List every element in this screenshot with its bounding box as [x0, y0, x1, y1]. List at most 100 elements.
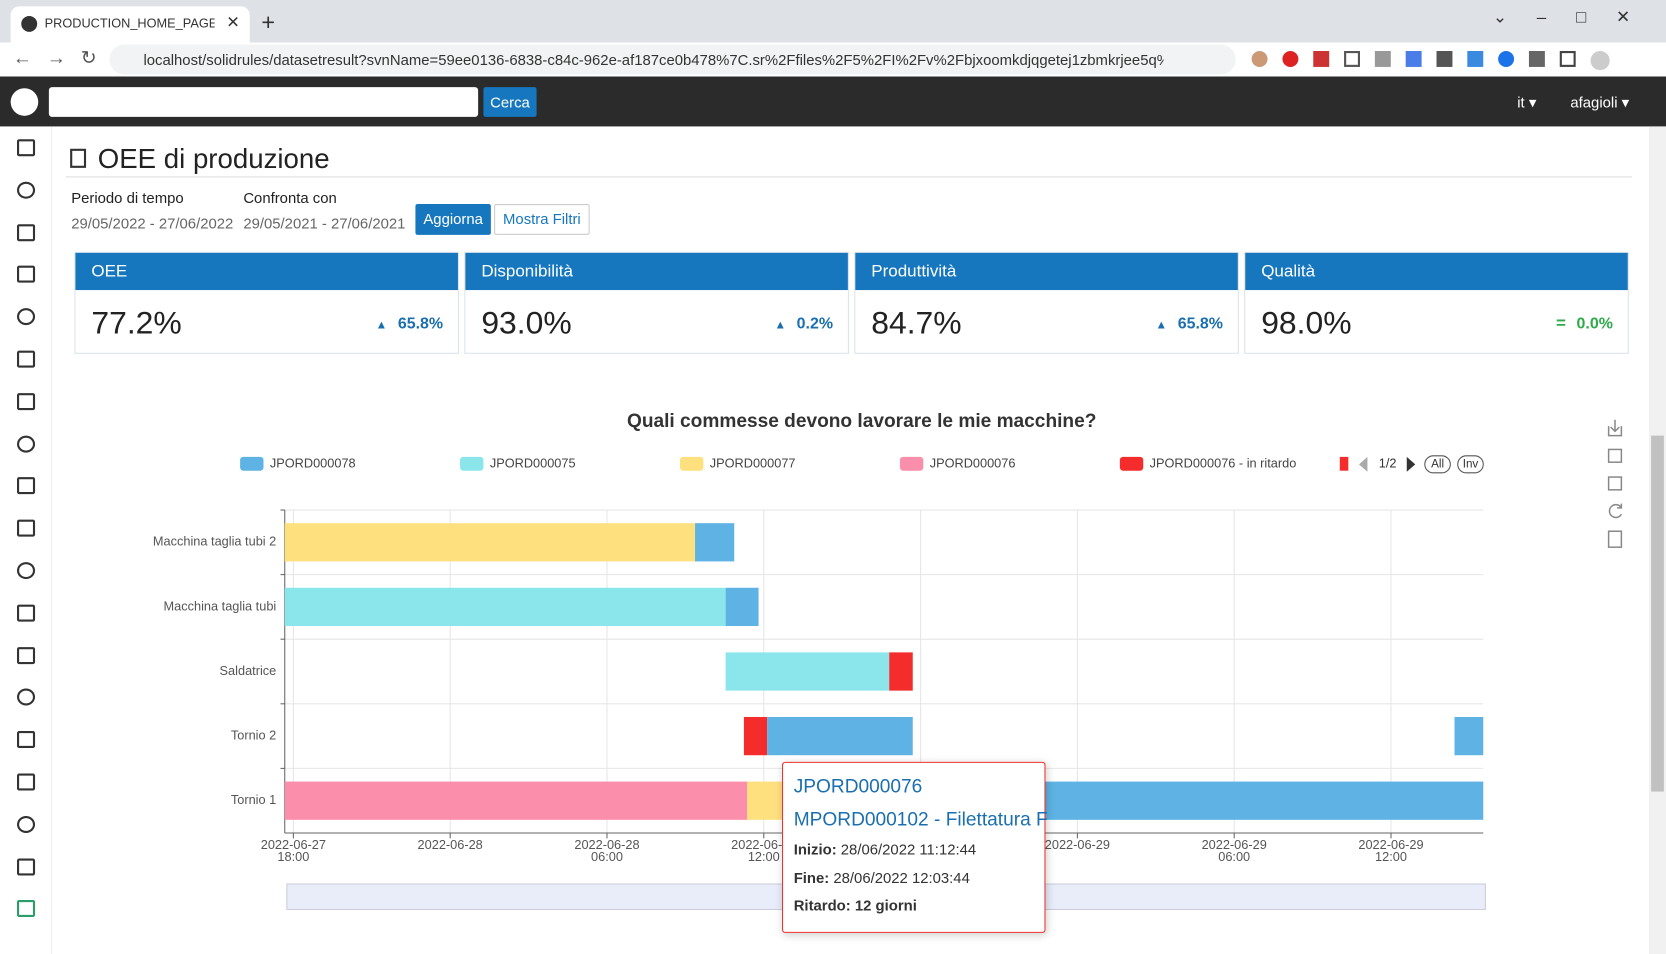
search-button[interactable]: Cerca: [483, 87, 537, 117]
x-tick-sublabel: 12:00: [1375, 849, 1407, 864]
legend-swatch[interactable]: [1119, 456, 1144, 471]
legend-button[interactable]: [1424, 455, 1451, 474]
tab-close[interactable]: ✕: [226, 13, 240, 32]
gantt-bar[interactable]: [284, 781, 748, 820]
sidebar-icon[interactable]: [17, 308, 36, 326]
gantt-bar[interactable]: [725, 652, 890, 691]
y-tick-label: Tornio 2: [231, 727, 276, 742]
tooltip-start: Inizio: 28/06/2022 11:12:44: [794, 840, 976, 857]
legend-label: JPORD000078: [270, 456, 356, 471]
trend-icon: ▲: [1155, 318, 1168, 332]
window-controls[interactable]: ⌄–□✕: [1492, 8, 1661, 27]
kpi-card: OEE 77.2% ▲ 65.8%: [74, 251, 459, 354]
sidebar-icon[interactable]: [17, 900, 36, 918]
sidebar-icon[interactable]: [17, 392, 36, 410]
pager-next[interactable]: [1406, 456, 1416, 472]
chart-toolbox[interactable]: [1607, 419, 1623, 548]
gantt-bar[interactable]: [767, 716, 913, 756]
gantt-bar[interactable]: [747, 781, 783, 820]
delta-value: 0.0%: [1576, 314, 1613, 333]
kpi-value: 98.0%: [1261, 306, 1352, 342]
kpi-delta: ▲ 0.2%: [774, 315, 833, 333]
x-tick-label: 2022-06-28: [574, 837, 639, 852]
sidebar-icon[interactable]: [17, 604, 36, 622]
trend-icon: ▲: [774, 318, 787, 332]
gantt-bar[interactable]: [695, 523, 735, 562]
gantt-bar[interactable]: [743, 716, 768, 756]
search-input[interactable]: [48, 87, 479, 117]
sidebar-icon[interactable]: [17, 562, 36, 580]
sidebar-icon[interactable]: [17, 815, 36, 833]
x-tick-label: 2022-06-27: [261, 837, 326, 852]
chart: Quali commesse devono lavorare le mie ma…: [153, 411, 1623, 911]
label: Inizio:: [793, 840, 837, 858]
tooltip: JPORD000076 MPORD000102 - Filettatura F …: [782, 761, 1048, 933]
logo[interactable]: [10, 88, 39, 116]
nav-buttons[interactable]: ←→↻: [12, 46, 112, 68]
gantt-bar[interactable]: [284, 523, 696, 562]
gantt-bar[interactable]: [1454, 716, 1484, 756]
value: 28/06/2022 11:12:44: [840, 840, 977, 858]
sidebar-icon[interactable]: [17, 223, 36, 241]
sidebar-icon[interactable]: [17, 731, 36, 749]
address-bar[interactable]: localhost/solidrules/datasetresult?svnNa…: [109, 44, 1236, 75]
navbar: Cerca it ▾ afagioli ▾: [0, 76, 1666, 127]
kpi-name: Qualità: [1245, 252, 1628, 291]
legend-swatch[interactable]: [680, 456, 704, 471]
sidebar-icon[interactable]: [17, 688, 36, 706]
language-menu[interactable]: it ▾: [1517, 93, 1537, 111]
sidebar-icon[interactable]: [17, 266, 36, 284]
sidebar-icon[interactable]: [17, 350, 36, 368]
legend-button[interactable]: [1457, 455, 1484, 474]
legend-button-label: All: [1431, 457, 1444, 470]
chart-title: Quali commesse devono lavorare le mie ma…: [627, 411, 1096, 432]
pager-prev[interactable]: [1358, 456, 1368, 472]
y-tick-label: Macchina taglia tubi: [164, 598, 277, 613]
legend-swatch[interactable]: [899, 456, 924, 471]
legend-swatch[interactable]: [460, 456, 484, 471]
sidebar-icon[interactable]: [17, 646, 36, 664]
legend-swatch: [1339, 456, 1349, 471]
sidebar-icon[interactable]: [17, 519, 36, 537]
x-tick-sublabel: 06:00: [1218, 849, 1250, 864]
favicon: [21, 15, 38, 32]
filters-button[interactable]: Mostra Filtri: [494, 204, 590, 235]
legend-label: JPORD000076: [930, 456, 1016, 471]
legend-label: JPORD000075: [490, 456, 576, 471]
scroll-thumb[interactable]: [1651, 435, 1664, 792]
title-rule: [65, 176, 1632, 178]
kpi-delta: = 0.0%: [1556, 315, 1613, 334]
extensions[interactable]: [1251, 51, 1613, 71]
user-menu[interactable]: afagioli ▾: [1570, 93, 1630, 111]
tooltip-end: Fine: 28/06/2022 12:03:44: [794, 869, 970, 886]
kpi-card: Qualità 98.0% = 0.0%: [1244, 251, 1629, 354]
gantt-bar[interactable]: [725, 587, 759, 627]
tab[interactable]: PRODUCTION_HOME_PAGE - PR ✕: [10, 6, 250, 43]
refresh-button[interactable]: Aggiorna: [415, 204, 491, 235]
delta-value: 0.2%: [796, 314, 833, 333]
gantt-bar[interactable]: [889, 652, 913, 691]
gantt-bar[interactable]: [1045, 781, 1484, 820]
sidebar-icon[interactable]: [17, 181, 36, 199]
trend-icon: ▲: [375, 318, 388, 332]
scrollbar[interactable]: [1649, 126, 1666, 954]
trend-icon: =: [1555, 314, 1566, 333]
kpi-value: 93.0%: [481, 306, 572, 342]
kpi-name: Disponibilità: [465, 252, 848, 291]
sidebar-icon[interactable]: [17, 435, 36, 453]
tooltip-subtitle: MPORD000102 - Filettatura F: [793, 808, 1048, 830]
x-tick-label: 2022-06-29: [1045, 837, 1110, 852]
new-tab[interactable]: +: [261, 8, 276, 36]
sidebar-icon[interactable]: [17, 858, 36, 876]
sidebar-icon[interactable]: [17, 477, 36, 495]
legend-swatch[interactable]: [240, 456, 264, 471]
x-tick-label: 2022-06-28: [731, 837, 796, 852]
sidebar-icon[interactable]: [17, 139, 36, 157]
page-title: OEE di produzione: [97, 142, 330, 175]
sidebar-icon[interactable]: [17, 773, 36, 791]
kpi-delta: ▲ 65.8%: [1156, 315, 1223, 333]
y-tick-label: Macchina taglia tubi 2: [153, 534, 276, 549]
delta-value: 65.8%: [397, 314, 444, 333]
gantt-bar[interactable]: [284, 587, 726, 627]
user: afagioli: [1570, 93, 1618, 111]
